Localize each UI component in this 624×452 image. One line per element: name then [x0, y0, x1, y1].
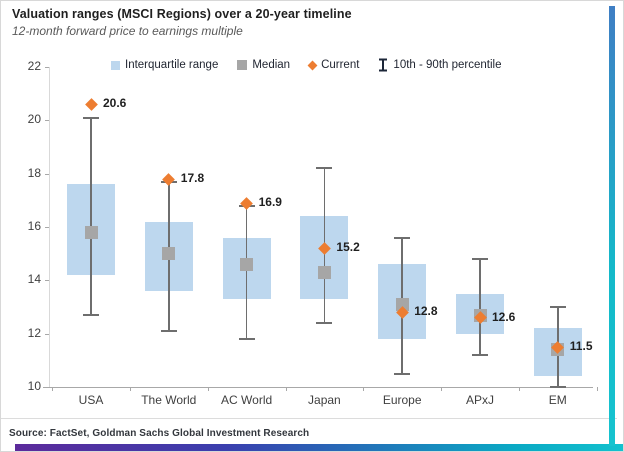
y-tick-label: 18 [27, 165, 41, 180]
legend-label: Interquartile range [125, 59, 219, 71]
source-note: Source: FactSet, Goldman Sachs Global In… [9, 428, 310, 439]
category-label: Japan [308, 393, 341, 407]
brand-side-bar [609, 6, 615, 446]
whisker-line [245, 205, 248, 339]
y-tick-label: 14 [27, 272, 41, 287]
whisker-cap-10th [472, 354, 488, 356]
percentile-ibeam-icon [379, 58, 388, 72]
median-swatch-icon [237, 60, 248, 70]
whisker-cap-10th [316, 322, 333, 324]
whisker-cap-90th [394, 236, 411, 239]
current-diamond [84, 97, 98, 111]
legend-label: Median [252, 59, 291, 71]
y-tick [45, 120, 49, 122]
value-label: 12.8 [414, 304, 438, 319]
category-label: APxJ [465, 393, 494, 407]
whisker-cap-10th [549, 386, 566, 388]
chart-title: Valuation ranges (MSCI Regions) over a 2… [12, 7, 352, 21]
value-label: 12.6 [492, 309, 516, 324]
legend-label: Current [321, 59, 360, 71]
whisker-cap-90th [316, 167, 333, 170]
whisker-line [479, 259, 481, 355]
x-tick [441, 387, 443, 391]
y-tick-label: 12 [27, 325, 41, 340]
chart-subtitle: 12-month forward price to earnings multi… [12, 24, 243, 38]
interquartile-range-swatch-icon [111, 60, 120, 70]
current-diamond [240, 196, 253, 210]
whisker-cap-90th [549, 306, 566, 308]
y-tick [45, 227, 49, 228]
whisker-cap-90th [472, 258, 488, 260]
y-tick [45, 333, 49, 335]
legend-item-median: Median [237, 59, 290, 71]
category-label: USA [78, 393, 104, 407]
value-label: 11.5 [569, 339, 593, 353]
y-tick [45, 280, 49, 282]
x-axis-line [43, 387, 593, 388]
y-tick [45, 67, 49, 68]
footer-divider [1, 418, 617, 419]
whisker-cap-10th [83, 314, 99, 316]
y-tick-label: 16 [27, 219, 41, 233]
legend: Interquartile range Median Current 10th … [111, 58, 501, 72]
legend-item-percentile: 10th - 90th percentile [378, 58, 501, 72]
y-axis-line [49, 67, 50, 387]
whisker-cap-10th [160, 330, 177, 332]
y-tick-label: 22 [27, 59, 41, 73]
category-label: EM [548, 393, 567, 407]
category-label: Europe [382, 393, 422, 407]
y-tick [45, 173, 49, 175]
y-tick-label: 10 [27, 379, 41, 393]
median-marker [317, 265, 331, 279]
x-tick [207, 387, 209, 391]
whisker-cap-10th [394, 372, 411, 375]
median-marker [84, 225, 98, 239]
y-tick-label: 20 [27, 112, 41, 127]
legend-item-interquartile: Interquartile range [111, 59, 218, 71]
whisker-cap-90th [83, 116, 99, 119]
x-tick [596, 387, 598, 391]
median-marker [240, 257, 254, 271]
category-label: The World [141, 393, 197, 407]
whisker-cap-10th [238, 338, 255, 340]
median-marker [162, 247, 176, 261]
x-tick [518, 387, 520, 391]
x-tick [285, 387, 287, 391]
legend-item-current: Current [307, 59, 360, 71]
category-label: AC World [221, 393, 273, 407]
x-tick [52, 387, 54, 391]
whisker-line [90, 117, 92, 315]
legend-label: 10th - 90th percentile [393, 59, 502, 71]
brand-gradient-bar [15, 444, 623, 451]
current-diamond [162, 172, 176, 186]
value-label: 20.6 [103, 96, 127, 111]
value-label: 17.8 [180, 171, 205, 185]
median-marker [395, 297, 409, 311]
value-label: 16.9 [258, 195, 282, 209]
x-tick [129, 387, 131, 391]
value-label: 15.2 [336, 240, 360, 255]
x-tick [363, 387, 365, 391]
